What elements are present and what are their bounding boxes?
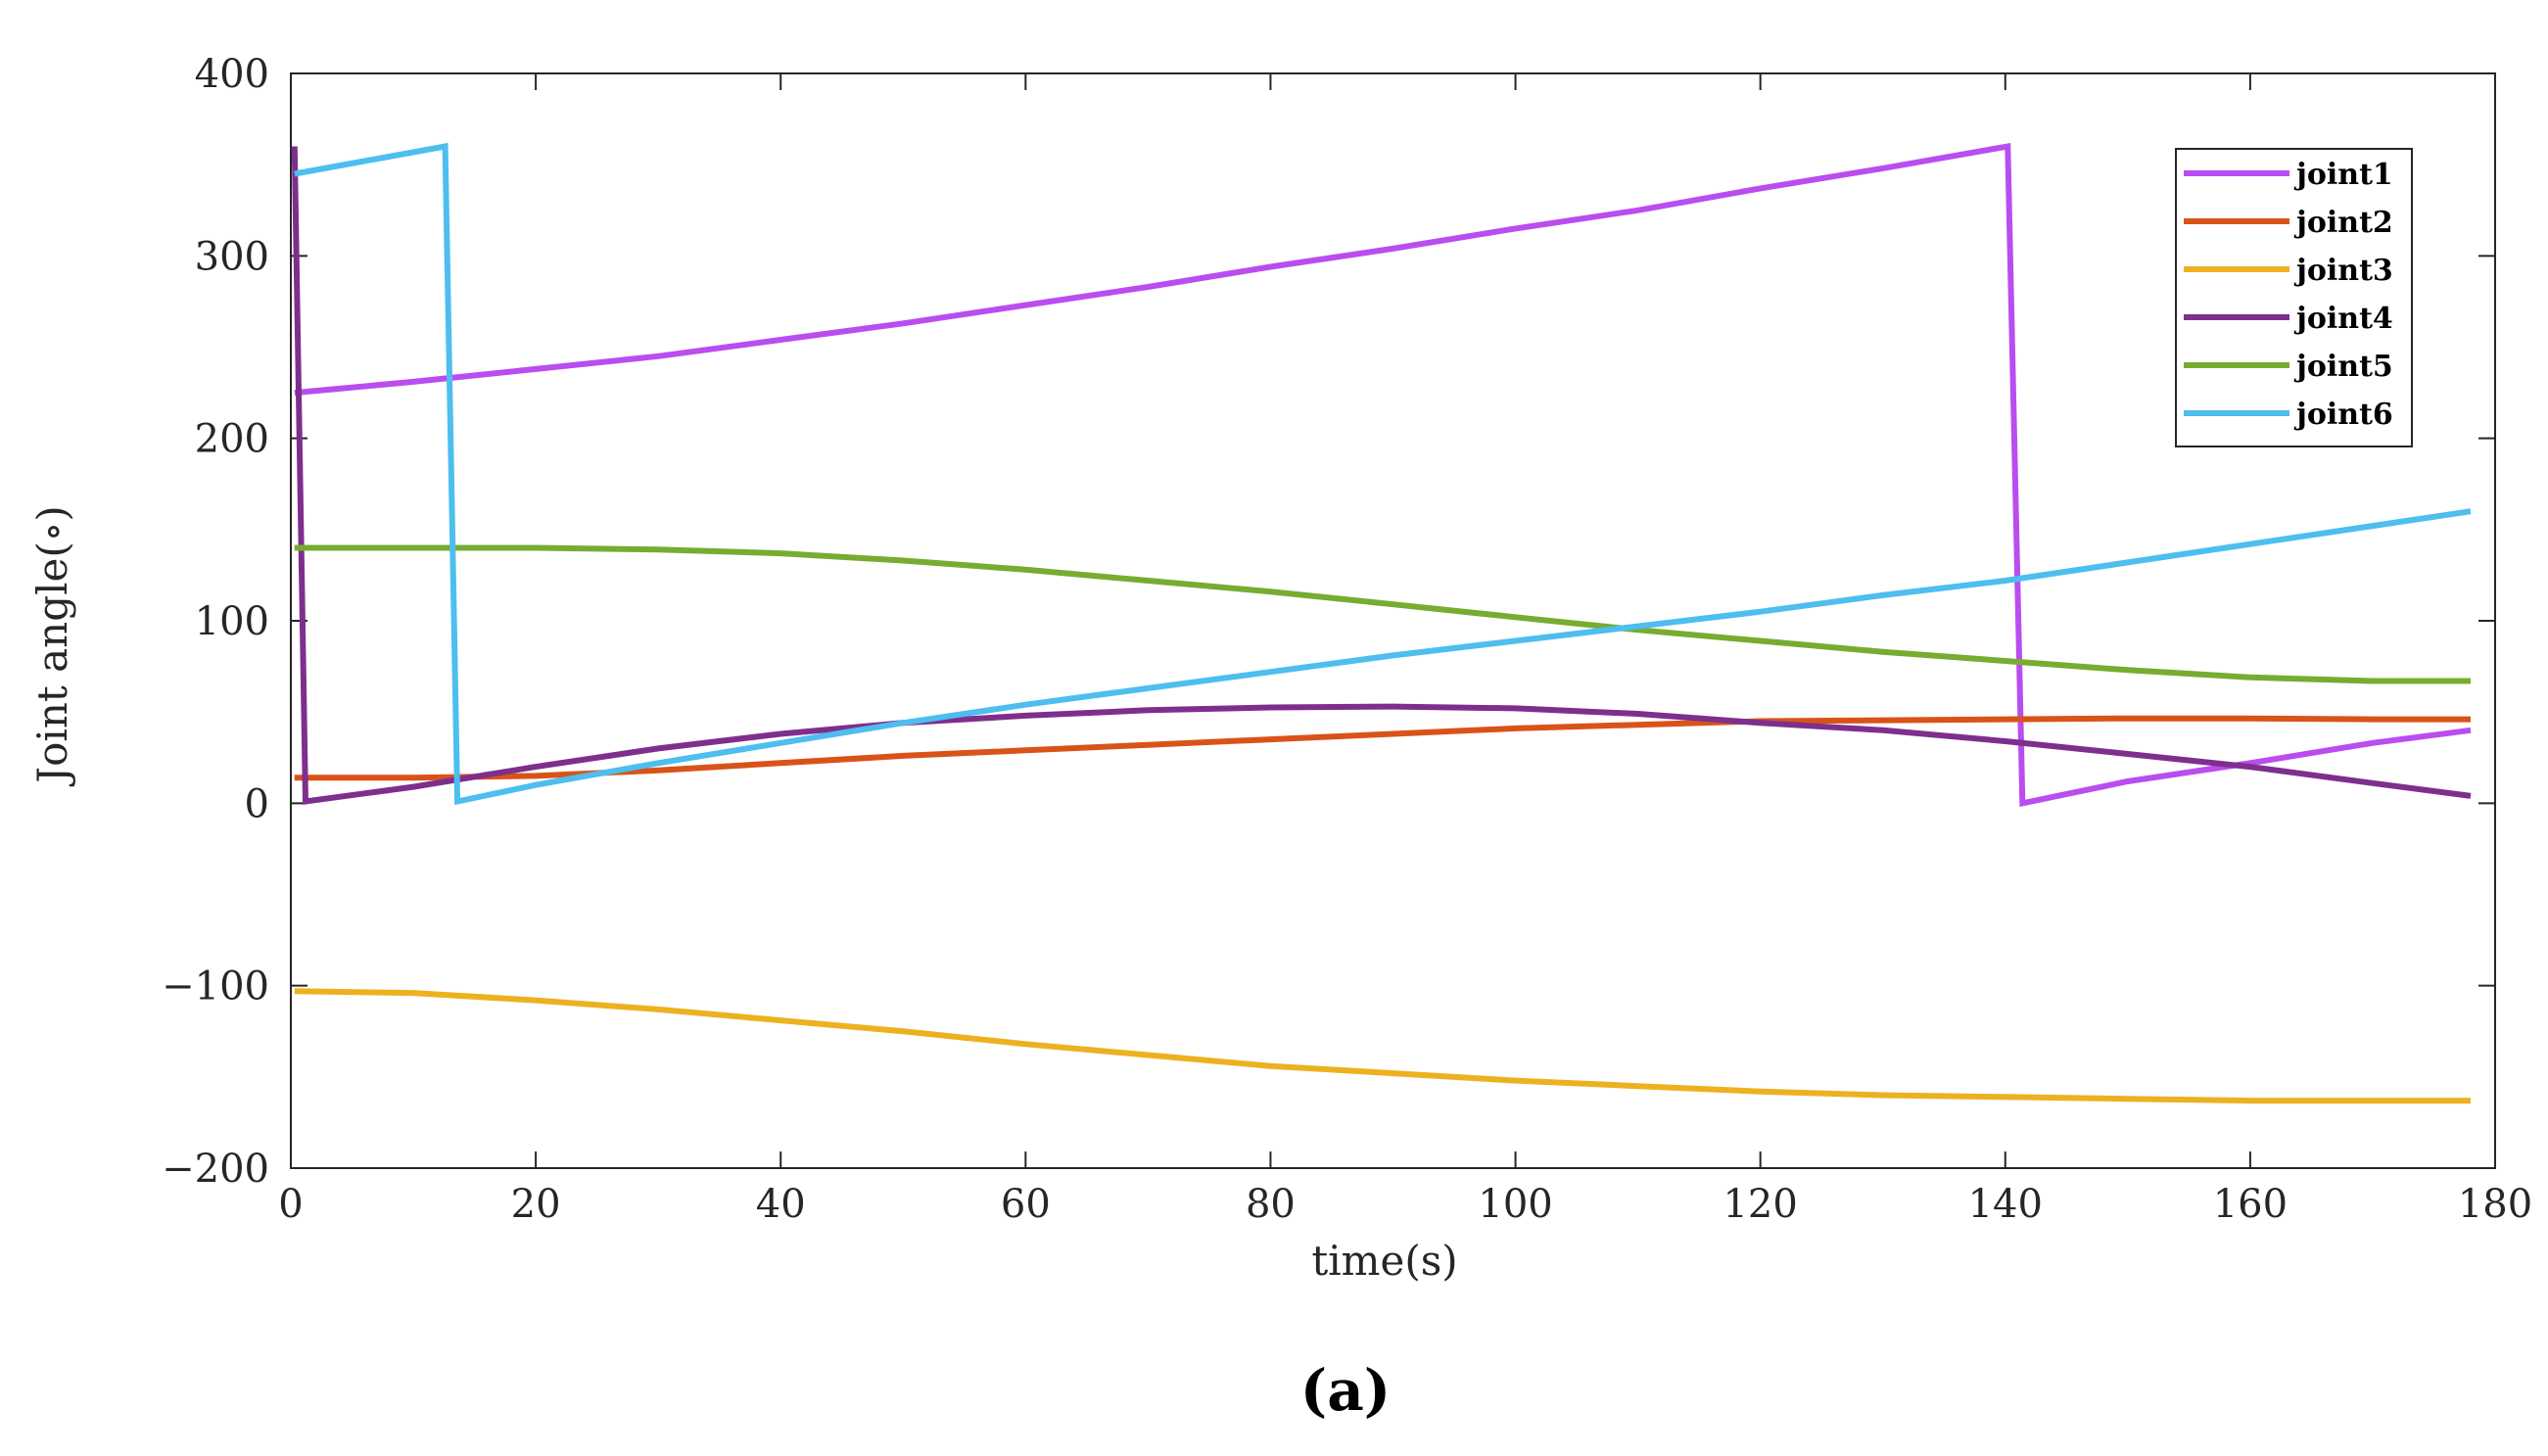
figure-caption: (a) bbox=[1300, 1357, 1391, 1424]
x-tick-label: 160 bbox=[2213, 1182, 2288, 1227]
legend-label-joint5: joint5 bbox=[2293, 350, 2393, 384]
legend-label-joint1: joint1 bbox=[2293, 158, 2393, 192]
x-tick-label: 100 bbox=[1478, 1182, 1552, 1227]
series-line-joint5 bbox=[294, 544, 2471, 684]
y-axis-label: Joint angle(∘) bbox=[28, 505, 76, 786]
series-line-joint3 bbox=[294, 988, 2471, 1104]
y-tick-label: −200 bbox=[162, 1147, 269, 1192]
series-line-joint1 bbox=[294, 142, 2472, 807]
legend-label-joint4: joint4 bbox=[2293, 302, 2393, 336]
series-line-joint2 bbox=[294, 715, 2471, 781]
legend: joint1 joint2 joint3 joint4 joint5 joint6 bbox=[2175, 148, 2413, 447]
series-line-joint4 bbox=[291, 146, 2472, 805]
x-tick-label: 80 bbox=[1246, 1182, 1296, 1227]
x-tick-label: 140 bbox=[1968, 1182, 2043, 1227]
y-tick-label: 100 bbox=[195, 599, 269, 644]
y-tick-label: 400 bbox=[195, 52, 269, 97]
y-tick-label: 200 bbox=[195, 417, 269, 462]
axis-ticks: 0 20 40 60 80 100 120 140 160 180 −200 −100 0 100 200 3… bbox=[162, 52, 2532, 1227]
legend-label-joint3: joint3 bbox=[2293, 254, 2393, 288]
x-tick-label: 180 bbox=[2458, 1182, 2532, 1227]
y-tick-label: 0 bbox=[245, 781, 269, 826]
x-tick-label: 0 bbox=[278, 1182, 303, 1227]
legend-label-joint2: joint2 bbox=[2293, 206, 2393, 240]
y-tick-label: −100 bbox=[162, 964, 269, 1010]
legend-box bbox=[2175, 148, 2413, 447]
y-tick-label: 300 bbox=[195, 234, 269, 279]
legend-label-joint6: joint6 bbox=[2293, 398, 2393, 432]
series-lines bbox=[291, 142, 2472, 1104]
x-axis-label: time(s) bbox=[1311, 1237, 1457, 1285]
x-tick-label: 20 bbox=[511, 1182, 561, 1227]
series-line-joint6 bbox=[294, 142, 2472, 806]
x-tick-label: 40 bbox=[756, 1182, 806, 1227]
x-tick-label: 60 bbox=[1001, 1182, 1051, 1227]
x-tick-label: 120 bbox=[1722, 1182, 1797, 1227]
